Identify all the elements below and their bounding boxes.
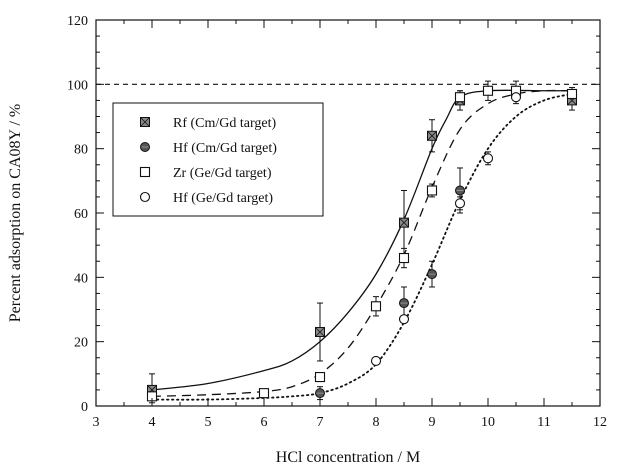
y-tick-label: 40 xyxy=(74,271,88,286)
y-tick-label: 20 xyxy=(74,336,88,351)
x-tick-label: 6 xyxy=(261,415,268,430)
x-tick-label: 10 xyxy=(481,415,495,430)
x-tick-label: 9 xyxy=(429,415,436,430)
y-tick-label: 80 xyxy=(74,143,88,158)
x-tick-label: 8 xyxy=(373,415,380,430)
data-point-series-3 xyxy=(454,92,466,103)
legend-label: Hf (Ge/Gd target) xyxy=(173,191,273,206)
legend-item: Hf (Cm/Gd target) xyxy=(140,141,277,156)
legend-item: Hf (Ge/Gd target) xyxy=(139,191,273,206)
legend-label: Zr (Ge/Gd target) xyxy=(173,166,272,181)
data-point-series-2 xyxy=(427,269,437,280)
legend-label: Hf (Cm/Gd target) xyxy=(173,141,277,156)
legend-item: Zr (Ge/Gd target) xyxy=(139,166,272,181)
x-tick-label: 7 xyxy=(317,415,324,430)
data-point-series-3 xyxy=(566,88,578,100)
y-tick-label: 60 xyxy=(74,207,88,222)
data-point-series-2 xyxy=(315,388,325,399)
marker-cross xyxy=(140,117,150,127)
data-point-series-1 xyxy=(315,327,325,338)
legend-item: Rf (Cm/Gd target) xyxy=(140,116,277,131)
y-tick-label: 0 xyxy=(81,400,88,415)
data-point-series-4 xyxy=(398,314,410,325)
legend-marker xyxy=(140,117,150,127)
y-tick-label: 120 xyxy=(67,14,88,29)
x-tick-label: 11 xyxy=(537,415,550,430)
x-tick-label: 4 xyxy=(149,415,156,430)
x-tick-label: 3 xyxy=(93,415,100,430)
data-point-series-1 xyxy=(399,217,409,228)
data-point-series-2 xyxy=(399,298,409,309)
y-axis-label: Percent adsorption on CA08Y / % xyxy=(7,104,24,322)
marker-cross xyxy=(399,217,409,228)
data-point-series-4 xyxy=(370,355,382,367)
data-points xyxy=(146,85,578,402)
x-axis-label: HCl concentration / M xyxy=(276,449,420,466)
y-tick-label: 100 xyxy=(67,78,88,93)
data-point-series-4 xyxy=(510,92,522,103)
legend-label: Rf (Cm/Gd target) xyxy=(173,116,277,131)
data-point-series-3 xyxy=(426,185,438,196)
data-point-series-2 xyxy=(455,185,465,196)
legend-marker xyxy=(139,191,151,203)
legend-marker xyxy=(139,166,151,178)
legend-marker xyxy=(140,142,150,152)
data-point-series-3 xyxy=(482,85,494,96)
data-point-series-4 xyxy=(482,153,494,164)
x-tick-label: 5 xyxy=(205,415,212,430)
marker-cross xyxy=(315,327,325,337)
data-point-series-3 xyxy=(398,252,410,264)
marker-cross xyxy=(427,131,437,141)
data-point-series-3 xyxy=(314,371,326,383)
data-point-series-3 xyxy=(258,388,270,399)
data-point-series-4 xyxy=(454,198,466,209)
legend: Rf (Cm/Gd target) Hf (Cm/Gd target) Zr (Ge… xyxy=(112,102,324,217)
data-point-series-3 xyxy=(370,301,382,312)
x-tick-label: 12 xyxy=(593,415,607,430)
data-point-series-1 xyxy=(427,130,437,141)
